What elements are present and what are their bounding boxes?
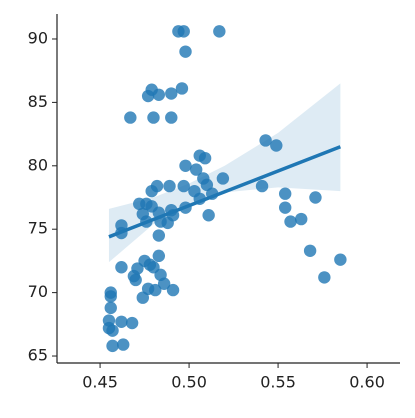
point <box>202 209 215 222</box>
point <box>177 179 190 193</box>
point <box>284 215 297 228</box>
point <box>106 324 119 337</box>
point <box>179 159 192 172</box>
point <box>136 291 149 304</box>
y-tick-label: 70 <box>28 282 48 301</box>
y-tick-label: 85 <box>28 92 48 111</box>
point <box>129 273 142 287</box>
point <box>161 216 174 230</box>
regression-line <box>108 145 342 239</box>
point <box>165 87 178 100</box>
point <box>213 25 226 38</box>
point <box>149 283 162 297</box>
point <box>106 339 119 353</box>
point <box>152 88 166 101</box>
point <box>175 82 189 95</box>
x-tick-label: 0.50 <box>171 373 207 392</box>
point <box>163 179 176 193</box>
point <box>145 184 158 198</box>
point <box>270 139 283 152</box>
point <box>177 25 190 38</box>
point <box>104 301 117 315</box>
x-tick-label: 0.45 <box>82 373 118 392</box>
point <box>124 111 137 124</box>
y-tick-label: 90 <box>28 28 48 47</box>
y-tick-label: 80 <box>28 155 48 174</box>
y-tick-label: 75 <box>28 219 48 238</box>
point <box>198 151 212 165</box>
point <box>309 191 322 204</box>
point <box>318 271 331 284</box>
point <box>152 229 166 242</box>
point <box>125 316 139 330</box>
point <box>104 290 117 303</box>
point <box>189 163 203 176</box>
point <box>166 283 180 297</box>
point <box>295 212 308 226</box>
point <box>117 338 130 351</box>
point <box>152 249 166 263</box>
point <box>278 187 292 200</box>
x-tick-label: 0.55 <box>260 373 296 392</box>
point <box>216 172 230 185</box>
point <box>259 134 272 147</box>
point <box>157 277 171 290</box>
point <box>303 244 317 257</box>
point <box>165 111 178 124</box>
y-tick-label: 65 <box>28 346 48 365</box>
point <box>278 201 292 214</box>
point <box>334 253 347 266</box>
x-tick-label: 0.60 <box>349 373 385 392</box>
point <box>179 45 192 58</box>
point <box>147 111 160 124</box>
point <box>115 261 128 274</box>
point <box>115 315 128 328</box>
point <box>255 179 269 193</box>
